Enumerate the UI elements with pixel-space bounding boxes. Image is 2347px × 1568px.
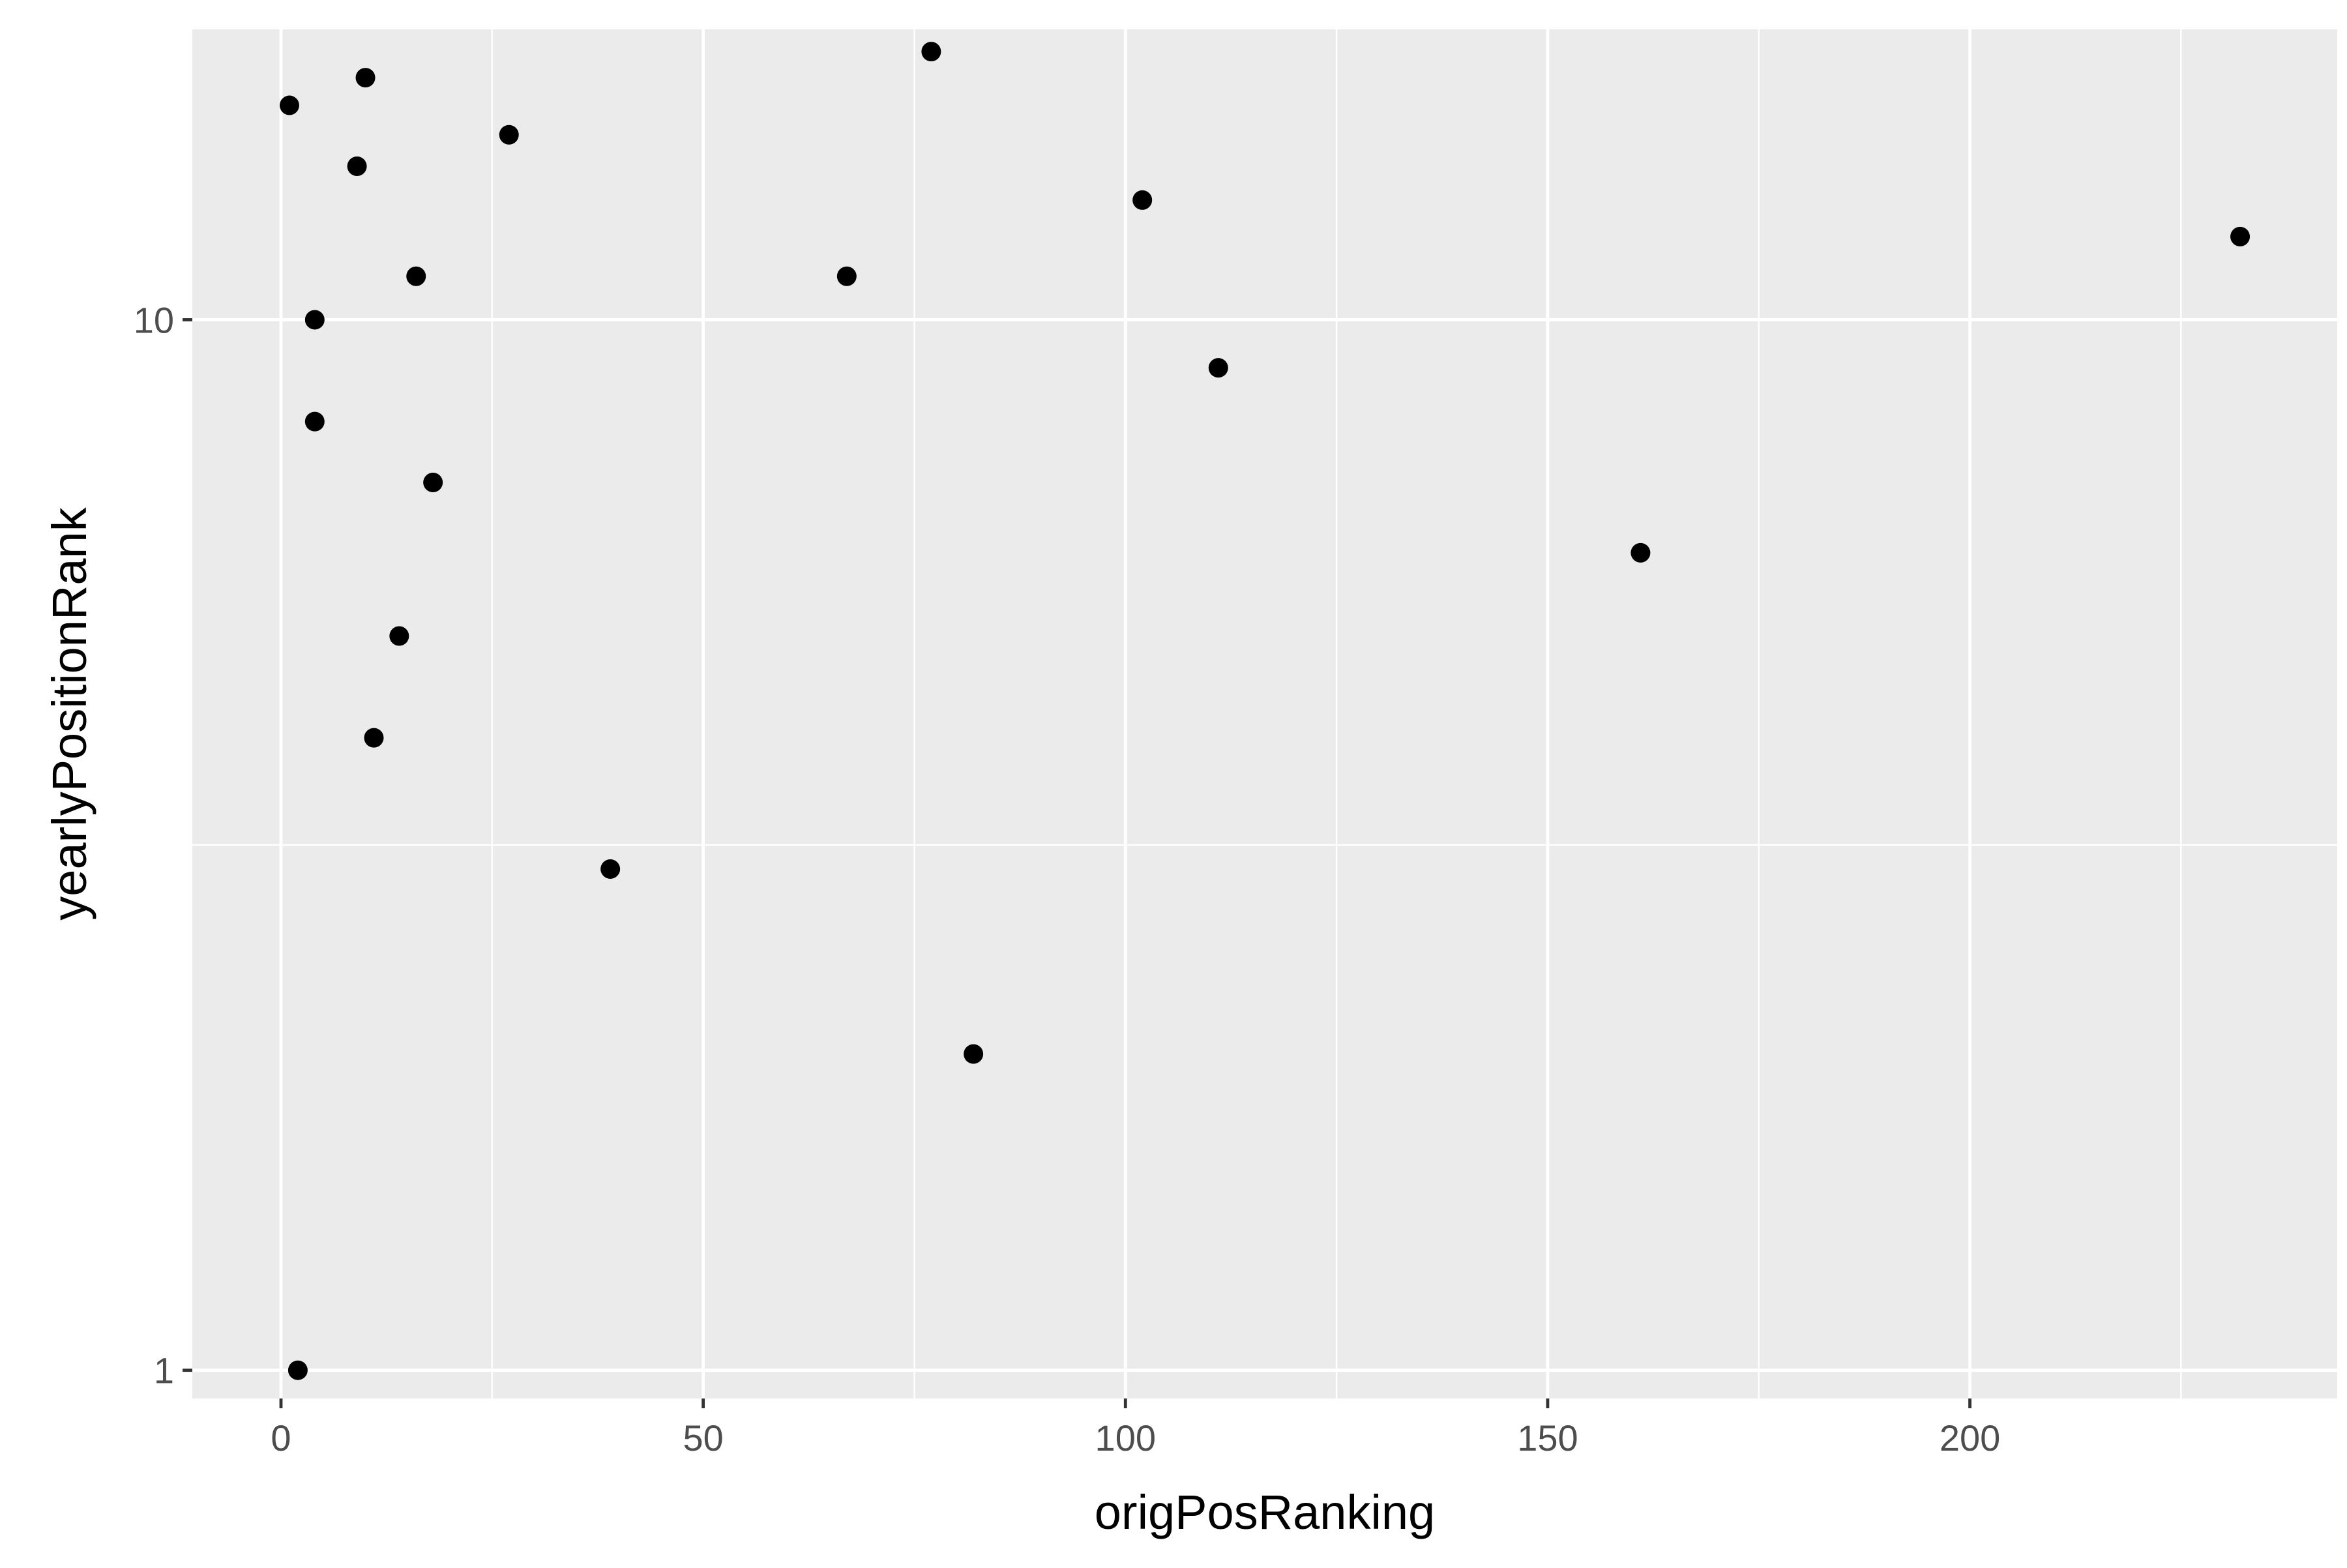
x-axis: 0 50 100 150 200 <box>271 1398 2000 1458</box>
data-point <box>279 95 299 115</box>
x-tick-label: 100 <box>1095 1417 1156 1458</box>
y-tick-label: 10 <box>134 299 174 340</box>
data-points <box>279 42 2251 1380</box>
data-point <box>1208 358 1228 378</box>
minor-grid-lines <box>192 29 2337 1398</box>
data-point <box>499 125 519 145</box>
data-point <box>2230 226 2251 246</box>
data-point <box>1631 542 1651 563</box>
x-tick-label: 150 <box>1517 1417 1578 1458</box>
data-point <box>389 626 409 646</box>
y-tick-label: 1 <box>154 1350 174 1391</box>
data-point <box>600 859 621 879</box>
data-point <box>921 42 941 62</box>
data-point <box>423 473 443 493</box>
data-point <box>406 266 426 286</box>
x-tick-label: 200 <box>1940 1417 2000 1458</box>
major-grid-lines <box>192 29 2337 1398</box>
data-point <box>304 310 325 330</box>
data-point <box>964 1044 984 1064</box>
x-tick-label: 50 <box>683 1417 723 1458</box>
y-axis-title: yearlyPositionRank <box>42 507 96 920</box>
plot-panel <box>192 29 2337 1398</box>
data-point <box>836 266 857 286</box>
data-point <box>347 156 367 177</box>
data-point <box>355 68 376 88</box>
data-point <box>304 411 325 432</box>
x-tick-label: 0 <box>271 1417 291 1458</box>
x-axis-title: origPosRanking <box>1095 1485 1435 1539</box>
data-point <box>288 1360 308 1380</box>
y-axis: 1 10 <box>134 299 192 1391</box>
data-point <box>364 728 384 748</box>
data-point <box>1132 190 1153 210</box>
